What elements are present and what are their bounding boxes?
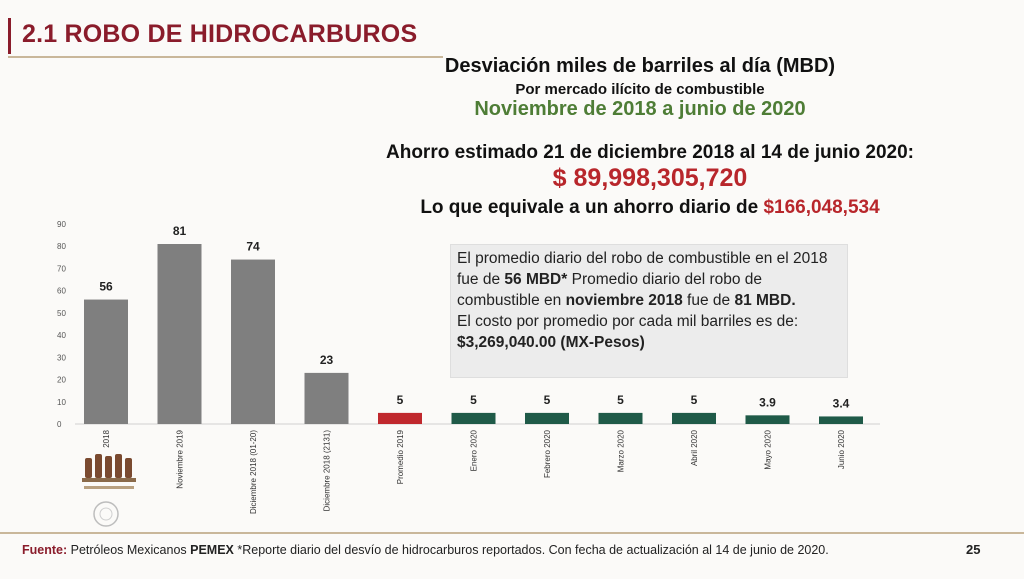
- chart-subtitle: Desviación miles de barriles al día (MBD…: [444, 55, 836, 77]
- savings-amount: $ 89,998,305,720: [552, 164, 748, 192]
- footer-divider: [0, 532, 1024, 534]
- data-label: 74: [246, 240, 260, 254]
- info-note-box: El promedio diario del robo de combustib…: [450, 244, 848, 378]
- note-text: El promedio diario del robo de combustib…: [457, 250, 828, 288]
- y-tick-label: 40: [57, 331, 66, 340]
- chart-period: Noviembre de 2018 a junio de 2020: [474, 98, 806, 120]
- daily-savings-amount: $166,048,534: [763, 197, 880, 218]
- x-tick-label: Promedio 2019: [396, 429, 405, 484]
- source-pemex: PEMEX: [190, 543, 234, 557]
- x-tick-label: Diciembre 2018 (2131): [323, 430, 332, 512]
- page-number: 25: [966, 542, 981, 557]
- bar: [819, 416, 863, 424]
- source-text: *Reporte diario del desvío de hidrocarbu…: [233, 543, 829, 557]
- data-label: 56: [99, 280, 113, 294]
- chart-subtitle-secondary: Por mercado ilícito de combustible: [515, 81, 765, 98]
- data-label: 5: [397, 393, 404, 407]
- x-tick-label: Noviembre 2019: [176, 429, 185, 488]
- source-label: Fuente:: [22, 543, 68, 557]
- y-tick-label: 0: [57, 420, 62, 429]
- x-tick-label: Abril 2020: [690, 429, 699, 466]
- bar: [451, 412, 496, 424]
- data-label: 5: [617, 393, 624, 407]
- y-tick-label: 80: [57, 242, 66, 251]
- data-label: 5: [691, 393, 698, 407]
- bar: [304, 372, 349, 424]
- daily-savings-text: Lo que equivale a un ahorro diario de: [420, 197, 764, 218]
- bar: [672, 412, 716, 424]
- data-label: 81: [173, 224, 187, 238]
- daily-savings-line: Lo que equivale a un ahorro diario de $1…: [320, 197, 980, 219]
- bar: [84, 299, 128, 424]
- bar: [745, 415, 790, 424]
- x-tick-label: Febrero 2020: [543, 429, 552, 478]
- note-highlight: 56 MBD*: [504, 271, 568, 288]
- bar: [231, 259, 275, 424]
- bar: [598, 412, 643, 424]
- data-label: 5: [544, 393, 551, 407]
- bar: [157, 244, 202, 424]
- note-highlight: $3,269,040.00: [457, 334, 557, 351]
- data-label: 3.4: [833, 396, 850, 410]
- page-title: 2.1 ROBO DE HIDROCARBUROS: [22, 20, 418, 48]
- note-text: El costo por promedio por cada mil barri…: [457, 313, 799, 330]
- data-label: 23: [320, 353, 334, 367]
- note-highlight: (MX-Pesos): [556, 334, 645, 351]
- y-tick-label: 90: [57, 220, 66, 229]
- y-tick-label: 70: [57, 264, 66, 273]
- x-tick-label: 2018: [102, 429, 111, 447]
- title-accent-bar: [8, 18, 11, 54]
- bar: [525, 412, 569, 424]
- y-tick-label: 10: [57, 398, 66, 407]
- seal-icon: [93, 501, 119, 527]
- note-text: Promedio diario del robo de combustible …: [457, 271, 763, 309]
- x-tick-label: Marzo 2020: [617, 429, 626, 472]
- y-tick-label: 50: [57, 309, 66, 318]
- data-label: 3.9: [759, 395, 776, 409]
- source-footnote: Fuente: Petróleos Mexicanos PEMEX *Repor…: [22, 543, 829, 557]
- title-underline: [8, 56, 443, 58]
- government-logo-icon: [82, 454, 136, 489]
- note-text: fue de: [682, 292, 735, 309]
- savings-heading: Ahorro estimado 21 de diciembre 2018 al …: [386, 142, 914, 163]
- note-highlight: 81 MBD.: [734, 292, 796, 309]
- x-tick-label: Mayo 2020: [764, 429, 773, 469]
- source-text: Petróleos Mexicanos: [67, 543, 191, 557]
- bar: [378, 412, 422, 424]
- y-tick-label: 30: [57, 353, 66, 362]
- x-tick-label: Diciembre 2018 (01-20): [249, 430, 258, 514]
- x-tick-label: Enero 2020: [470, 429, 479, 471]
- data-label: 5: [470, 393, 477, 407]
- y-tick-label: 60: [57, 287, 66, 296]
- note-highlight: noviembre 2018: [565, 292, 683, 309]
- y-tick-label: 20: [57, 376, 66, 385]
- bar-chart: 0 10 20 30 40 50 60 70 80 90 56 2018 81 Noviembre 201…: [57, 220, 880, 514]
- x-tick-label: Junio 2020: [837, 429, 846, 469]
